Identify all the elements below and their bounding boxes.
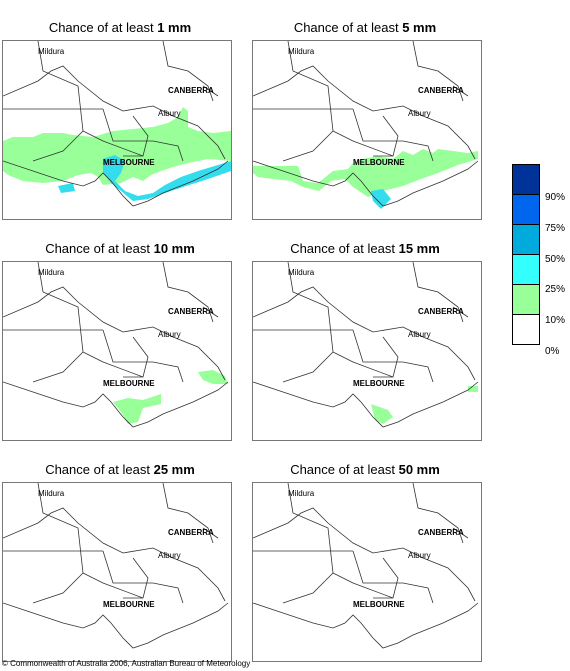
victoria-map: Mildura CANBERRA Albury MELBOURNE bbox=[253, 41, 479, 209]
legend-label-75: 75% bbox=[545, 223, 566, 234]
victoria-map: Mildura CANBERRA Albury MELBOURNE bbox=[3, 483, 229, 649]
map-label-mildura: Mildura bbox=[288, 268, 315, 277]
map-label-albury: Albury bbox=[158, 551, 181, 560]
legend-label-10: 10% bbox=[545, 315, 566, 326]
panel-title-25mm: Chance of at least 25 mm bbox=[45, 462, 195, 477]
rain-area-10-25 bbox=[253, 149, 478, 197]
legend-swatch-75 bbox=[512, 194, 540, 225]
map-10mm: Mildura CANBERRA Albury MELBOURNE bbox=[2, 261, 232, 441]
legend-label-25: 25% bbox=[545, 284, 566, 295]
map-label-mildura: Mildura bbox=[38, 47, 65, 56]
victoria-map: Mildura CANBERRA Albury MELBOURNE bbox=[253, 483, 479, 649]
rain-area-25-50 bbox=[371, 189, 391, 209]
map-1mm: Mildura CANBERRA Albury MELBOURNE bbox=[2, 40, 232, 220]
legend-colorbar bbox=[512, 164, 540, 345]
panel-title-10mm: Chance of at least 10 mm bbox=[45, 241, 195, 256]
victoria-map: Mildura CANBERRA Albury MELBOURNE bbox=[3, 262, 229, 428]
legend-swatch-25 bbox=[512, 254, 540, 285]
map-label-canberra: CANBERRA bbox=[418, 528, 464, 537]
map-50mm: Mildura CANBERRA Albury MELBOURNE bbox=[252, 482, 482, 662]
rain-area-10-25 bbox=[371, 386, 478, 424]
map-label-mildura: Mildura bbox=[38, 268, 65, 277]
map-label-canberra: CANBERRA bbox=[168, 528, 214, 537]
map-label-canberra: CANBERRA bbox=[418, 86, 464, 95]
map-25mm: Mildura CANBERRA Albury MELBOURNE bbox=[2, 482, 232, 662]
rain-area-10-25 bbox=[113, 370, 228, 424]
map-label-melbourne: MELBOURNE bbox=[103, 600, 155, 609]
panel-title-5mm: Chance of at least 5 mm bbox=[293, 20, 437, 35]
map-label-canberra: CANBERRA bbox=[168, 307, 214, 316]
map-label-mildura: Mildura bbox=[288, 489, 315, 498]
map-label-melbourne: MELBOURNE bbox=[353, 600, 405, 609]
map-label-melbourne: MELBOURNE bbox=[353, 158, 405, 167]
map-lines bbox=[253, 483, 479, 649]
legend-label-90: 90% bbox=[545, 192, 566, 203]
map-lines bbox=[3, 41, 229, 207]
legend-swatch-0 bbox=[512, 314, 540, 345]
map-label-mildura: Mildura bbox=[288, 47, 315, 56]
map-label-melbourne: MELBOURNE bbox=[103, 158, 155, 167]
map-lines bbox=[253, 262, 479, 428]
map-label-canberra: CANBERRA bbox=[418, 307, 464, 316]
map-label-albury: Albury bbox=[158, 109, 181, 118]
map-lines bbox=[3, 483, 229, 649]
legend-label-50: 50% bbox=[545, 254, 566, 265]
map-label-albury: Albury bbox=[408, 551, 431, 560]
victoria-map: Mildura CANBERRA Albury MELBOURNE bbox=[253, 262, 479, 428]
map-label-mildura: Mildura bbox=[38, 489, 65, 498]
map-label-albury: Albury bbox=[158, 330, 181, 339]
panel-title-15mm: Chance of at least 15 mm bbox=[290, 241, 440, 256]
map-lines bbox=[253, 41, 479, 207]
legend-swatch-90 bbox=[512, 164, 540, 195]
map-label-albury: Albury bbox=[408, 330, 431, 339]
map-5mm: Mildura CANBERRA Albury MELBOURNE bbox=[252, 40, 482, 220]
map-lines bbox=[3, 262, 229, 428]
map-label-melbourne: MELBOURNE bbox=[103, 379, 155, 388]
map-15mm: Mildura CANBERRA Albury MELBOURNE bbox=[252, 261, 482, 441]
copyright-footer: © Commonwealth of Australia 2006, Austra… bbox=[2, 659, 251, 668]
legend-swatch-50 bbox=[512, 224, 540, 255]
legend-label-0: 0% bbox=[545, 346, 560, 357]
map-label-canberra: CANBERRA bbox=[168, 86, 214, 95]
map-label-albury: Albury bbox=[408, 109, 431, 118]
victoria-map: Mildura CANBERRA Albury MELBOURNE bbox=[3, 41, 231, 207]
panel-title-1mm: Chance of at least 1 mm bbox=[48, 20, 192, 35]
map-label-melbourne: MELBOURNE bbox=[353, 379, 405, 388]
legend-swatch-10 bbox=[512, 284, 540, 315]
panel-title-50mm: Chance of at least 50 mm bbox=[290, 462, 440, 477]
